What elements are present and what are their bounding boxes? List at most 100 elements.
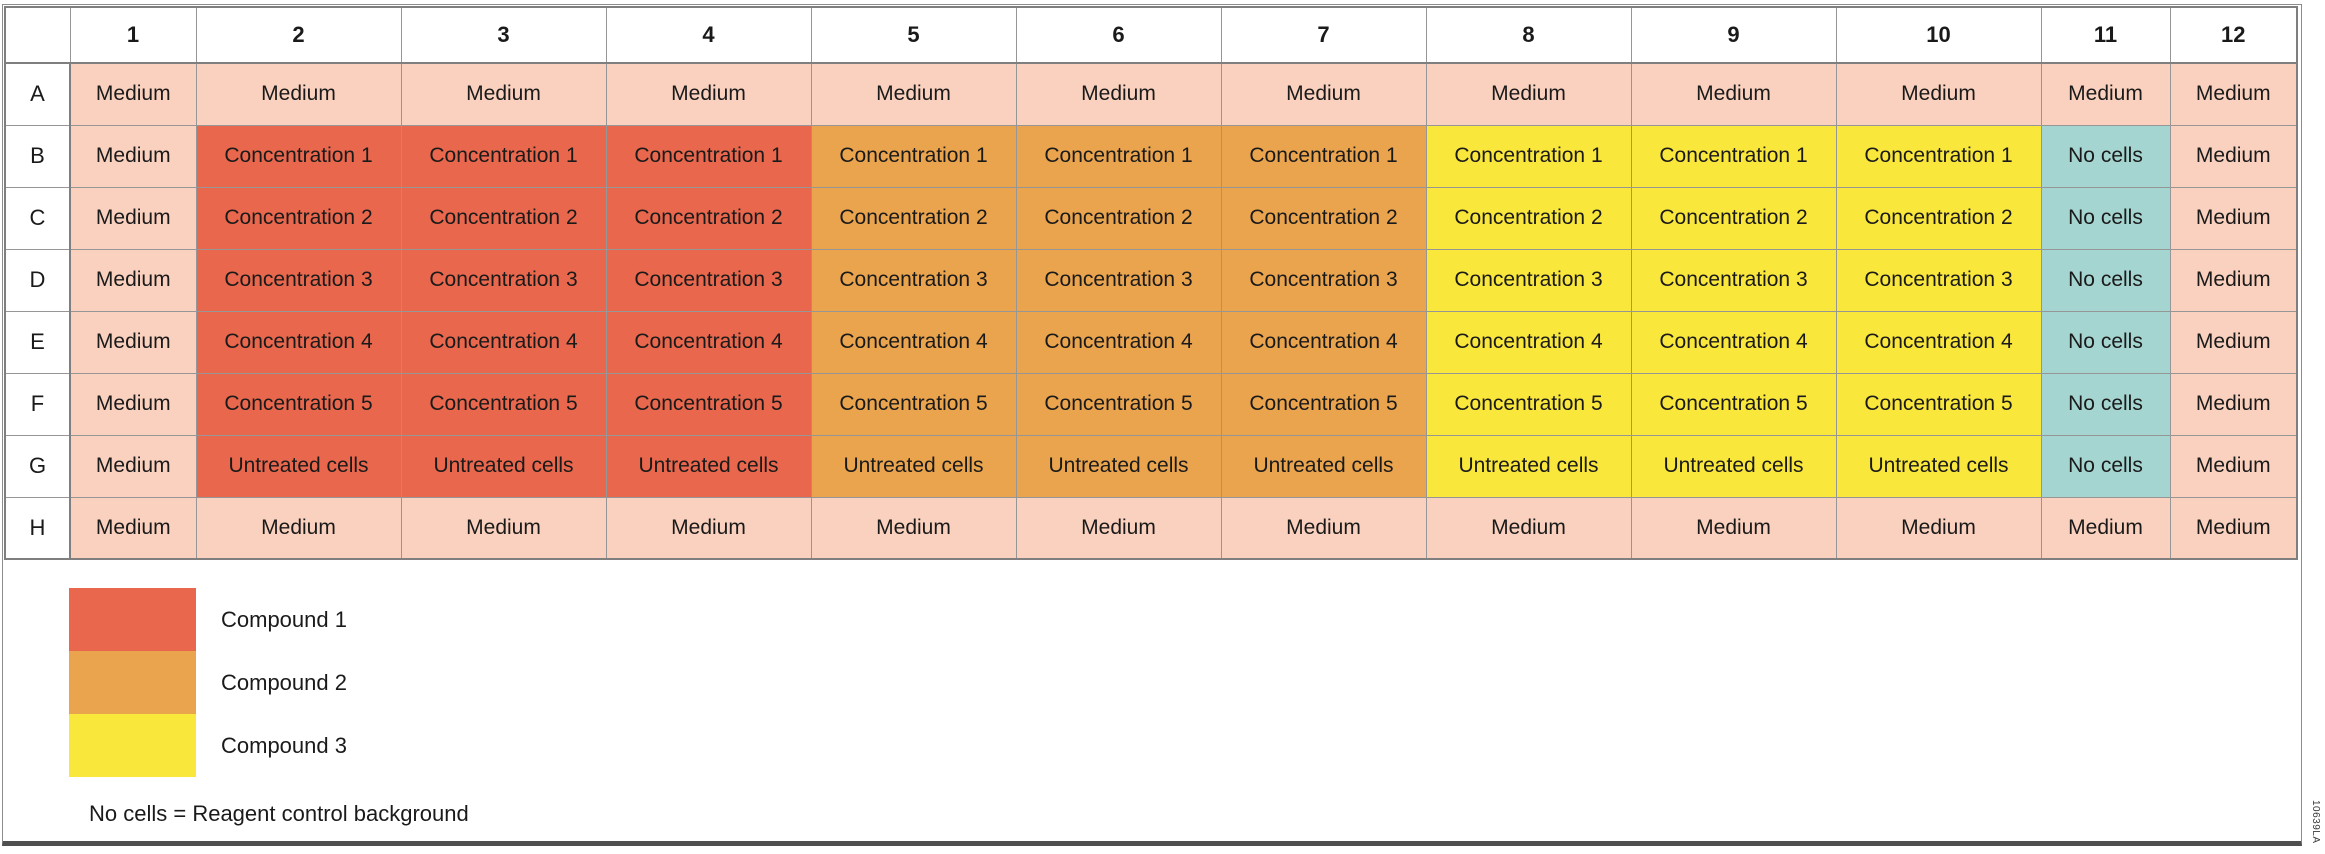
well-cell: Medium bbox=[69, 248, 197, 312]
well-cell: Medium bbox=[69, 310, 197, 374]
well-cell: Untreated cells bbox=[810, 434, 1017, 498]
well-cell: Medium bbox=[1220, 496, 1427, 560]
well-cell: Concentration 2 bbox=[605, 186, 812, 250]
well-cell: No cells bbox=[2040, 124, 2171, 188]
well-cell: Concentration 1 bbox=[195, 124, 402, 188]
well-cell: Medium bbox=[195, 496, 402, 560]
legend-label: Compound 3 bbox=[221, 732, 347, 758]
corner-cell bbox=[4, 6, 71, 64]
well-cell: No cells bbox=[2040, 310, 2171, 374]
well-cell: Untreated cells bbox=[400, 434, 607, 498]
well-cell: Concentration 3 bbox=[400, 248, 607, 312]
plate-row: B Medium Concentration 1 Concentration 1 Con… bbox=[4, 124, 2298, 188]
legend-item: Compound 1 bbox=[69, 588, 2301, 651]
well-cell: Medium bbox=[2169, 186, 2298, 250]
row-header: G bbox=[4, 434, 71, 498]
column-header: 7 bbox=[1220, 6, 1427, 64]
well-cell: Medium bbox=[400, 496, 607, 560]
well-cell: Medium bbox=[810, 62, 1017, 126]
well-cell: Concentration 1 bbox=[1630, 124, 1837, 188]
well-cell: Concentration 4 bbox=[1220, 310, 1427, 374]
plate-row: H Medium Medium Medium Medium Medium Medium Med… bbox=[4, 496, 2298, 560]
well-cell: Concentration 1 bbox=[1425, 124, 1632, 188]
well-cell: Concentration 5 bbox=[1015, 372, 1222, 436]
well-cell: Medium bbox=[810, 496, 1017, 560]
column-header: 6 bbox=[1015, 6, 1222, 64]
well-cell: Medium bbox=[69, 186, 197, 250]
legend-swatch bbox=[69, 588, 196, 651]
well-cell: Concentration 1 bbox=[400, 124, 607, 188]
well-cell: Untreated cells bbox=[1630, 434, 1837, 498]
well-cell: Medium bbox=[2169, 310, 2298, 374]
row-header: B bbox=[4, 124, 71, 188]
well-cell: Medium bbox=[69, 434, 197, 498]
well-cell: Untreated cells bbox=[1015, 434, 1222, 498]
well-cell: Medium bbox=[69, 496, 197, 560]
well-cell: Medium bbox=[1015, 496, 1222, 560]
well-cell: Medium bbox=[69, 124, 197, 188]
well-cell: Concentration 4 bbox=[400, 310, 607, 374]
well-cell: Medium bbox=[400, 62, 607, 126]
column-header: 11 bbox=[2040, 6, 2171, 64]
well-cell: Concentration 1 bbox=[1835, 124, 2042, 188]
plate-row: F Medium Concentration 5 Concentration 5 Con… bbox=[4, 372, 2298, 436]
legend-item: Compound 2 bbox=[69, 651, 2301, 714]
row-header: F bbox=[4, 372, 71, 436]
well-cell: Concentration 3 bbox=[1220, 248, 1427, 312]
column-header: 8 bbox=[1425, 6, 1632, 64]
well-cell: No cells bbox=[2040, 372, 2171, 436]
well-cell: Medium bbox=[2169, 62, 2298, 126]
well-cell: Concentration 4 bbox=[1835, 310, 2042, 374]
well-cell: Concentration 2 bbox=[400, 186, 607, 250]
well-cell: No cells bbox=[2040, 434, 2171, 498]
legend-label: Compound 2 bbox=[221, 669, 347, 695]
column-header: 2 bbox=[195, 6, 402, 64]
legend-swatch bbox=[69, 651, 196, 714]
well-cell: Concentration 4 bbox=[1630, 310, 1837, 374]
legend: Compound 1 Compound 2 Compound 3 bbox=[69, 588, 2301, 777]
well-cell: Medium bbox=[605, 62, 812, 126]
well-cell: Concentration 4 bbox=[1425, 310, 1632, 374]
well-cell: Concentration 3 bbox=[605, 248, 812, 312]
column-header: 12 bbox=[2169, 6, 2298, 64]
column-header: 9 bbox=[1630, 6, 1837, 64]
well-cell: Medium bbox=[2040, 496, 2171, 560]
well-cell: Medium bbox=[605, 496, 812, 560]
well-cell: Concentration 1 bbox=[1015, 124, 1222, 188]
well-cell: Concentration 2 bbox=[1220, 186, 1427, 250]
well-cell: Concentration 5 bbox=[1630, 372, 1837, 436]
well-cell: Concentration 4 bbox=[810, 310, 1017, 374]
well-cell: Concentration 3 bbox=[1835, 248, 2042, 312]
well-cell: Concentration 5 bbox=[195, 372, 402, 436]
well-cell: Untreated cells bbox=[1425, 434, 1632, 498]
plate-row: A Medium Medium Medium Medium Medium Medium Med… bbox=[4, 62, 2298, 126]
well-cell: Medium bbox=[69, 372, 197, 436]
well-cell: Concentration 2 bbox=[1015, 186, 1222, 250]
legend-swatch bbox=[69, 714, 196, 777]
well-cell: Medium bbox=[2040, 62, 2171, 126]
well-cell: Concentration 3 bbox=[1425, 248, 1632, 312]
well-cell: Medium bbox=[2169, 372, 2298, 436]
well-cell: Concentration 3 bbox=[195, 248, 402, 312]
row-header: C bbox=[4, 186, 71, 250]
well-cell: Concentration 5 bbox=[400, 372, 607, 436]
well-cell: Concentration 4 bbox=[195, 310, 402, 374]
well-cell: Concentration 4 bbox=[1015, 310, 1222, 374]
plate-row: G Medium Untreated cells Untreated cells Unt… bbox=[4, 434, 2298, 498]
well-cell: Medium bbox=[1835, 62, 2042, 126]
well-cell: Medium bbox=[1425, 496, 1632, 560]
well-cell: Untreated cells bbox=[195, 434, 402, 498]
column-header: 10 bbox=[1835, 6, 2042, 64]
well-cell: Concentration 5 bbox=[1835, 372, 2042, 436]
well-cell: Medium bbox=[2169, 248, 2298, 312]
well-cell: Medium bbox=[69, 62, 197, 126]
well-cell: Concentration 2 bbox=[1835, 186, 2042, 250]
well-cell: Concentration 1 bbox=[605, 124, 812, 188]
well-cell: Medium bbox=[1220, 62, 1427, 126]
well-cell: Concentration 1 bbox=[1220, 124, 1427, 188]
well-cell: Medium bbox=[2169, 496, 2298, 560]
well-cell: Untreated cells bbox=[605, 434, 812, 498]
well-cell: Medium bbox=[1630, 496, 1837, 560]
well-cell: Concentration 2 bbox=[195, 186, 402, 250]
column-header: 1 bbox=[69, 6, 197, 64]
